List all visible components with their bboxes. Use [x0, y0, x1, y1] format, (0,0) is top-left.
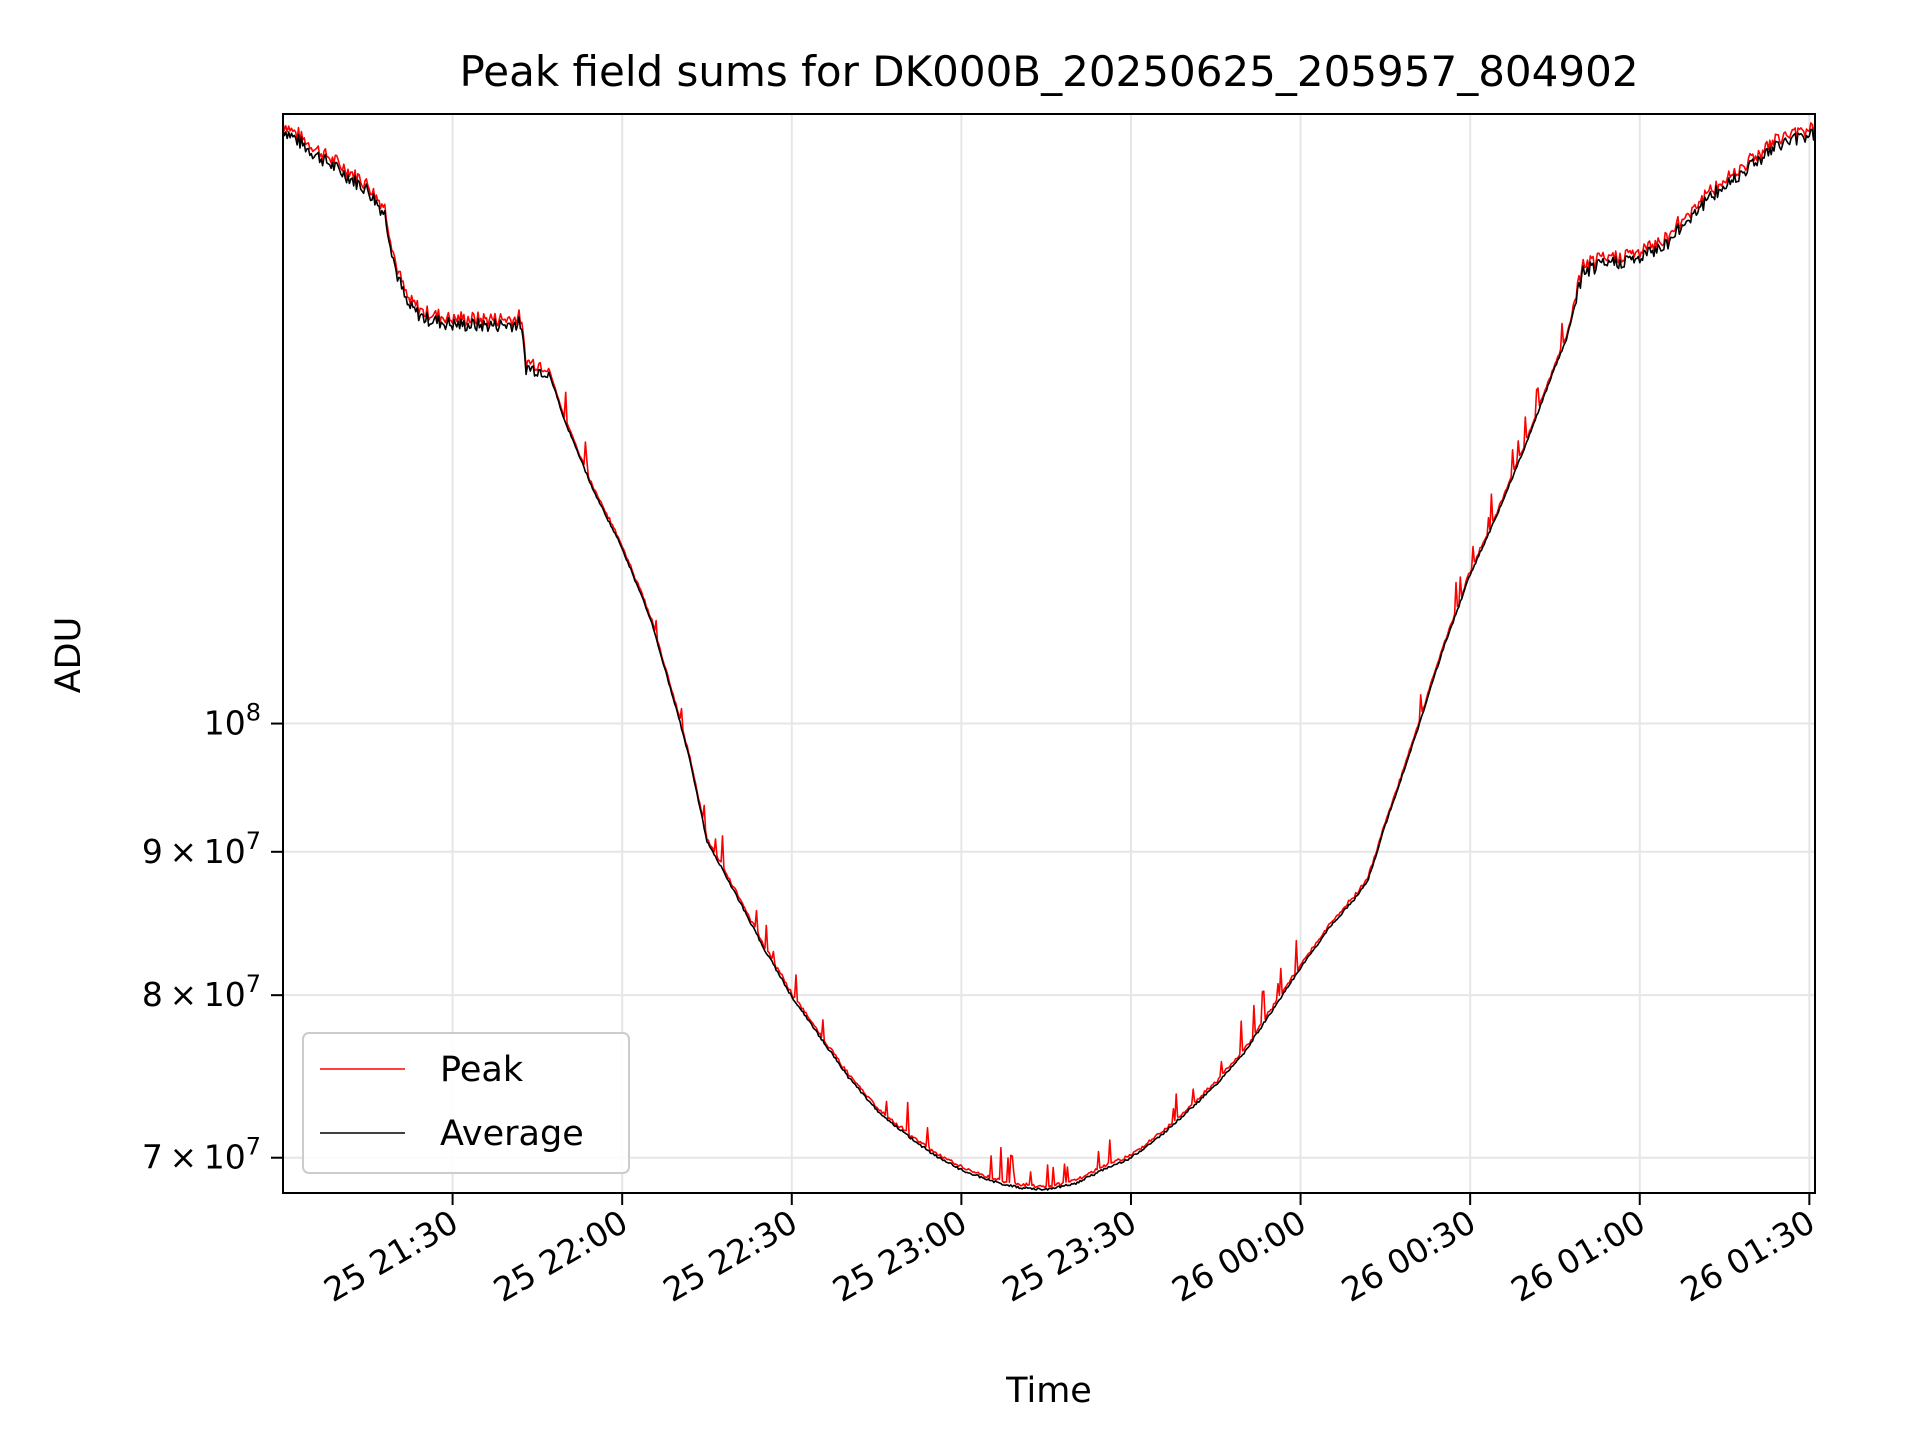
series-layer [282, 120, 1816, 1191]
x-axis-title: Time [1005, 1371, 1092, 1411]
legend-box [302, 1032, 630, 1174]
legend-label-average: Average [440, 1114, 584, 1154]
chart-title: Peak field sums for DK000B_20250625_2059… [459, 47, 1638, 96]
y-axis-title: ADU [49, 617, 89, 694]
legend-label-peak: Peak [440, 1050, 524, 1090]
legend: Peak Average [302, 1032, 630, 1174]
y-tick-label: 8 × 107 [142, 970, 261, 1014]
grid [283, 114, 1815, 1193]
y-tick-label: 7 × 107 [142, 1133, 261, 1177]
plot-frame [282, 113, 1816, 1194]
series-line-peak [282, 120, 1816, 1189]
y-tick-label: 108 [204, 699, 261, 743]
y-tick-label: 9 × 107 [142, 827, 261, 871]
series-line-average [282, 126, 1816, 1191]
